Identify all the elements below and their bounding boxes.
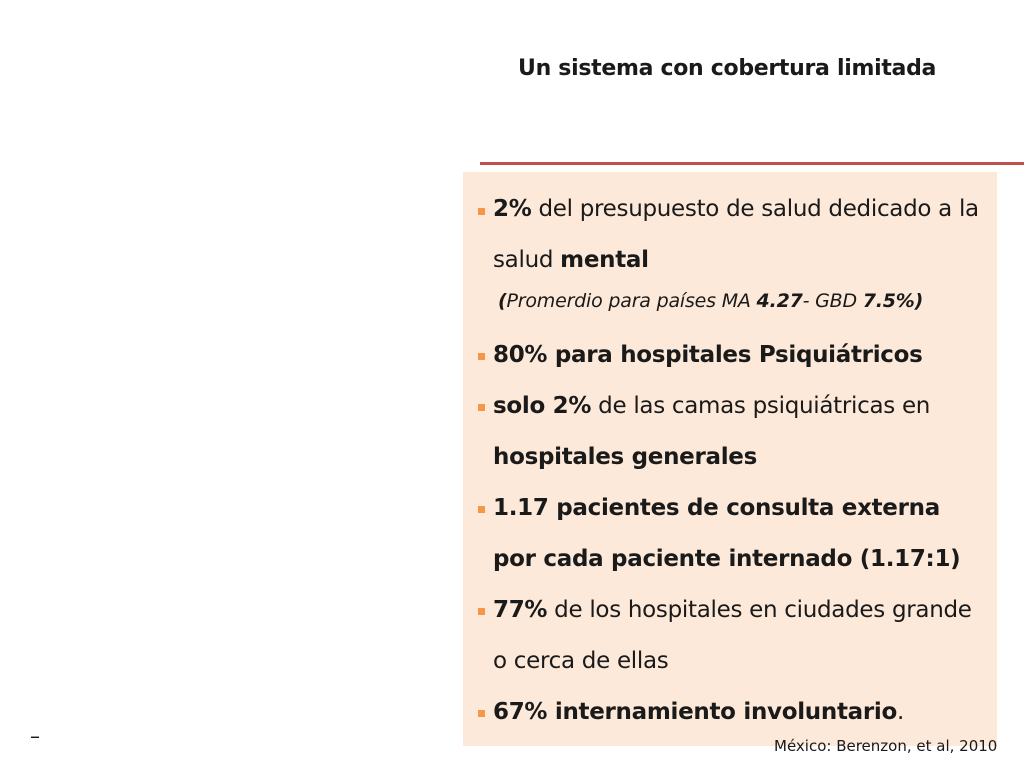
citation: México: Berenzon, et al, 2010 <box>774 737 998 755</box>
bullet-square-icon <box>478 710 485 717</box>
list-item: 1.17 pacientes de consulta externa por c… <box>493 495 961 572</box>
content-panel: 2% del presupuesto de salud dedicado a l… <box>463 172 997 746</box>
list-item: solo 2% de las camas psiquiátricas en ho… <box>493 393 931 470</box>
list-item: 67% internamiento involuntario. <box>493 699 905 725</box>
footer-mark: – <box>30 724 40 748</box>
bullet-square-icon <box>478 208 485 215</box>
bullet-square-icon <box>478 353 485 360</box>
bullet-square-icon <box>478 404 485 411</box>
average-note: (Promerdio para países MA 4.27- GBD 7.5%… <box>498 290 924 312</box>
list-item: 80% para hospitales Psiquiátricos <box>493 342 923 368</box>
bullet-square-icon <box>478 608 485 615</box>
accent-rule <box>480 162 1024 165</box>
bullet-square-icon <box>478 506 485 513</box>
slide-title: Un sistema con cobertura limitada <box>518 56 937 81</box>
list-item: 77% de los hospitales en ciudades grande… <box>493 597 972 674</box>
list-item: 2% del presupuesto de salud dedicado a l… <box>493 196 979 273</box>
